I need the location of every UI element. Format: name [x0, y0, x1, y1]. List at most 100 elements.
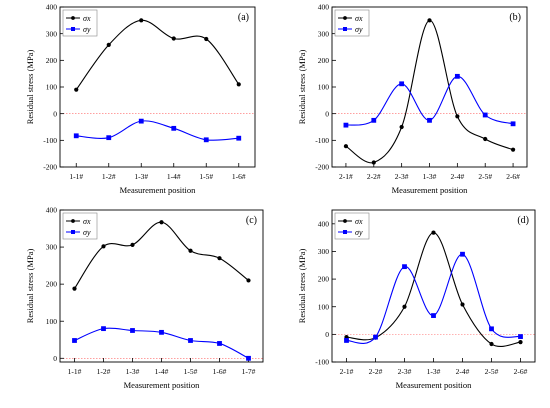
panel-b: -200 -100 0 100 200 300 400 2-1# 2-2# 2-3# 1-3# 2-4… [297, 3, 528, 195]
y-tick-label: 400 [46, 206, 58, 215]
y-axis-title: Residual stress (MPa) [297, 50, 307, 125]
data-point-marker [72, 286, 77, 291]
y-tick-label: -100 [315, 358, 329, 367]
legend: σx σy [334, 212, 370, 240]
data-point-marker [138, 118, 144, 124]
legend-box [62, 212, 98, 240]
data-point-marker [399, 124, 404, 130]
y-tick-label: 400 [318, 3, 330, 12]
legend: σx σy [334, 9, 370, 37]
data-point-marker [371, 160, 376, 165]
data-point-marker [204, 36, 209, 42]
data-point-marker [159, 329, 164, 335]
data-point-marker [217, 341, 222, 346]
legend-box [334, 9, 370, 37]
x-tick-label: 2-5# [478, 172, 492, 181]
panel-a: -200 -100 0 100 200 300 400 1-1# 1-2# 1-3# 1-4# 1-5… [25, 3, 256, 195]
y-tick-label: -200 [315, 163, 329, 172]
y-axis-title: Residual stress (MPa) [25, 50, 35, 125]
x-tick-label: 1-1# [69, 172, 83, 181]
y-tick-label: 100 [318, 302, 330, 311]
data-point-marker [159, 220, 164, 225]
data-point-marker [343, 122, 349, 128]
legend: σx σy [62, 9, 98, 37]
y-tick-label: 100 [46, 83, 58, 92]
x-tick-label: 1-2# [102, 172, 116, 181]
data-point-marker [427, 18, 432, 23]
y-tick-label: 400 [46, 3, 58, 12]
series-sigma-x [72, 220, 251, 291]
x-tick-label: 1-6# [232, 172, 246, 181]
legend-marker [343, 230, 347, 234]
legend-marker [343, 219, 347, 223]
x-tick-label: 1-3# [427, 367, 441, 376]
x-tick-label: 1-7# [242, 367, 256, 376]
data-point-marker [130, 328, 135, 333]
data-point-marker [402, 304, 407, 309]
legend-marker [71, 16, 75, 20]
legend: σx σy [62, 212, 98, 240]
y-tick-label: 0 [53, 109, 57, 118]
legend-label: σx [355, 217, 363, 226]
data-point-marker [460, 251, 465, 257]
y-tick-label: 0 [53, 354, 57, 363]
y-tick-label: 400 [318, 219, 330, 228]
data-point-marker [106, 135, 112, 141]
series-line [75, 19, 240, 90]
series-sigma-y [343, 73, 516, 128]
data-point-marker [74, 87, 79, 92]
data-point-marker [203, 137, 209, 143]
data-point-marker [73, 133, 79, 139]
y-tick-label: 0 [325, 330, 329, 339]
data-point-marker [130, 242, 135, 247]
y-tick-label: 100 [318, 83, 330, 92]
legend-marker [343, 16, 347, 20]
y-tick-label: 300 [46, 29, 58, 38]
x-tick-label: 2-1# [339, 172, 353, 181]
legend-label: σy [83, 228, 91, 237]
x-tick-label: 1-4# [155, 367, 169, 376]
legend-label: σy [355, 25, 363, 34]
data-point-marker [171, 36, 176, 41]
data-point-marker [236, 135, 242, 141]
legend-label: σx [83, 217, 91, 226]
data-point-marker [427, 117, 432, 123]
legend-box [62, 9, 98, 37]
data-point-marker [431, 313, 436, 318]
data-point-marker [101, 326, 106, 332]
series-sigma-y [72, 326, 251, 361]
x-tick-label: 2-4# [450, 172, 464, 181]
y-tick-label: -100 [43, 136, 57, 145]
x-tick-label: 1-3# [423, 172, 437, 181]
series-sigma-x [343, 18, 516, 165]
data-point-marker [373, 334, 378, 340]
x-tick-label: 1-5# [199, 172, 213, 181]
y-tick-label: 200 [318, 275, 330, 284]
data-point-marker [489, 326, 494, 332]
legend-label: σx [355, 14, 363, 23]
series-sigma-y [73, 118, 242, 143]
data-point-marker [72, 338, 77, 343]
data-point-marker [402, 264, 407, 270]
y-tick-label: 200 [318, 56, 330, 65]
series-sigma-x [74, 18, 241, 92]
data-point-marker [460, 302, 465, 307]
data-point-marker [482, 112, 488, 118]
legend-label: σy [83, 25, 91, 34]
data-point-marker [344, 338, 349, 343]
y-axis-title: Residual stress (MPa) [25, 249, 35, 324]
data-point-marker [236, 82, 241, 87]
y-tick-label: 300 [318, 29, 330, 38]
data-point-marker [510, 121, 516, 127]
y-tick-label: 100 [46, 317, 58, 326]
panel-c: 0 100 200 300 400 1-1# 1-2# 1-3# 1-4# 1-5# 1-6# 1-7… [25, 206, 264, 390]
x-tick-label: 2-6# [506, 172, 520, 181]
data-point-marker [431, 230, 436, 235]
x-axis-title: Measurement position [124, 380, 201, 390]
y-axis-title: Residual stress (MPa) [297, 249, 307, 324]
y-tick-label: 300 [318, 247, 330, 256]
x-tick-label: 1-3# [126, 367, 140, 376]
data-point-marker [399, 81, 405, 87]
series-sigma-y [344, 251, 523, 344]
